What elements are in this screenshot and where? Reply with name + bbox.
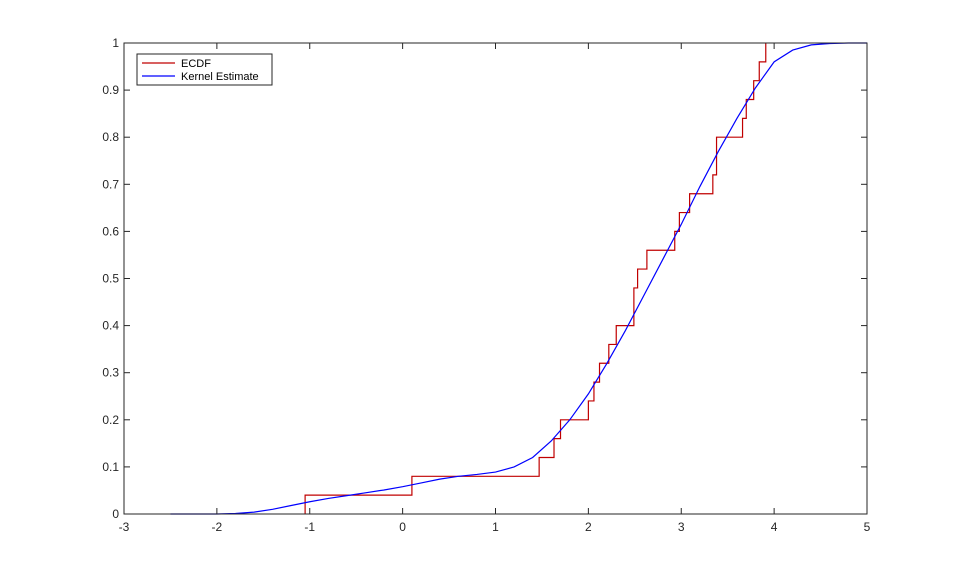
legend-label: Kernel Estimate	[181, 71, 259, 83]
x-tick-label: -3	[119, 520, 130, 534]
x-tick-label: 3	[678, 520, 685, 534]
series-line-kernel-estimate	[170, 42, 867, 515]
y-tick-label: 0.3	[102, 366, 119, 380]
y-tick-label: 0	[112, 507, 119, 521]
y-tick-label: 0.7	[102, 177, 119, 191]
y-tick-label: 0.4	[102, 319, 119, 333]
x-tick-label: -1	[304, 520, 315, 534]
x-tick-label: 0	[399, 520, 406, 534]
y-tick-label: 0.6	[102, 224, 119, 238]
legend-box	[136, 53, 273, 86]
axes-layer: -3 -2 -1 0 1 2 3 4 5 0 0.1 0.2 0.3 0.4 0.5 0.6 0.7 0.8 0.9…	[102, 36, 870, 534]
y-tick-label: 0.9	[102, 83, 119, 97]
legend-label: ECDF	[181, 58, 211, 70]
y-tick-label: 0.5	[102, 272, 119, 286]
x-tick-label: 5	[864, 520, 871, 534]
y-tick-label: 1	[112, 36, 119, 50]
series-line-ecdf	[304, 43, 767, 514]
x-tick-label: 1	[492, 520, 499, 534]
y-tick-label: 0.2	[102, 413, 119, 427]
x-tick-label: 4	[771, 520, 778, 534]
x-tick-label: -2	[212, 520, 223, 534]
plot-area	[124, 43, 867, 514]
x-tick-label: 2	[585, 520, 592, 534]
y-tick-label: 0.8	[102, 130, 119, 144]
y-tick-label: 0.1	[102, 460, 119, 474]
series-layer	[170, 42, 867, 515]
